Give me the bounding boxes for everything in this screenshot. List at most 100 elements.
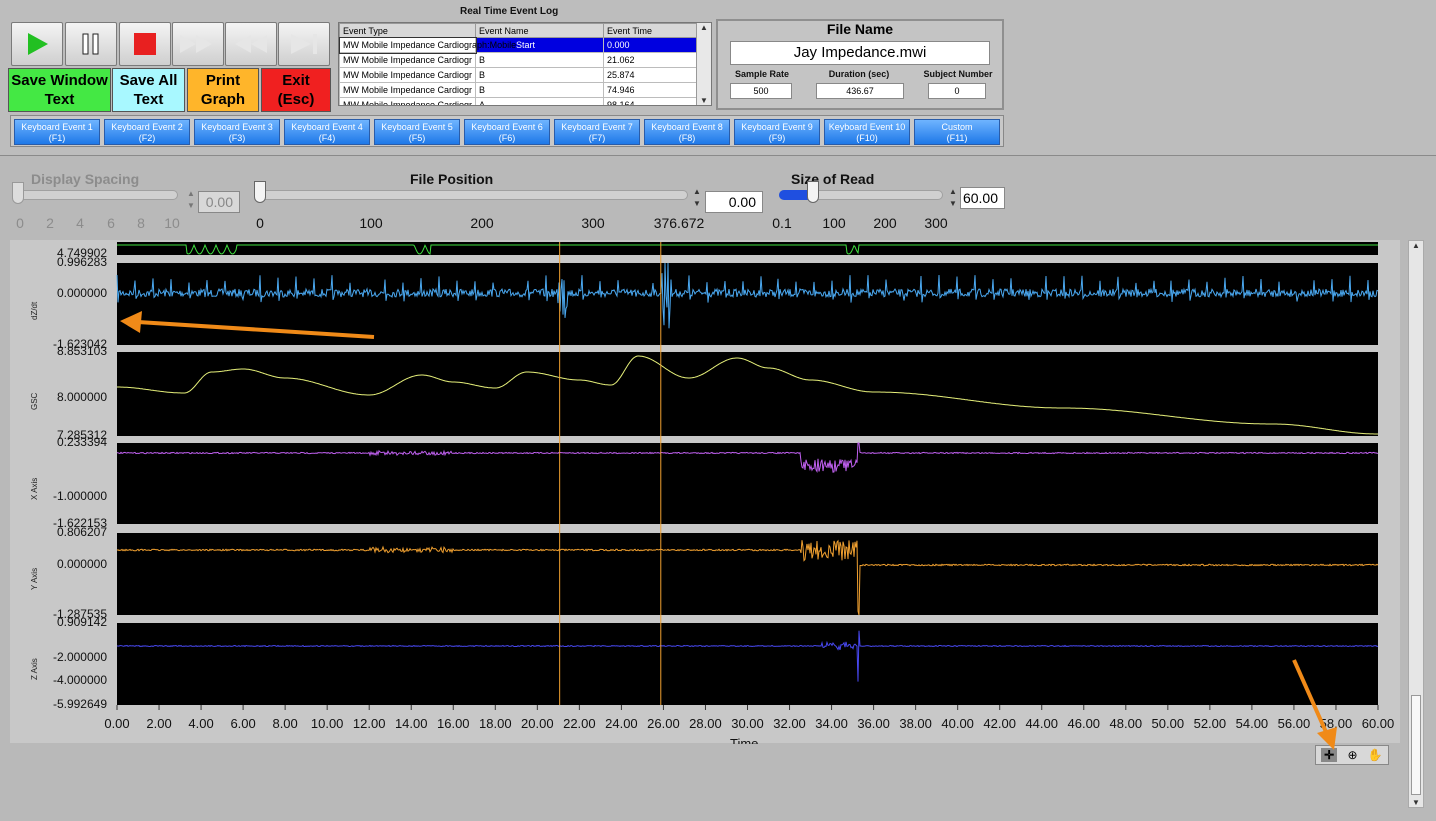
file-position-label: File Position	[410, 171, 494, 187]
x-axis-label: Time	[730, 736, 759, 744]
x-tick-label: 48.00	[1109, 716, 1143, 731]
plot-area[interactable]	[117, 263, 1378, 345]
file-position-thumb[interactable]	[254, 181, 266, 203]
size-of-read-spinner[interactable]: ▲ ▼	[949, 187, 957, 208]
stop-icon	[134, 33, 156, 55]
save-all-text-button[interactable]: Save All Text	[112, 68, 185, 112]
plot-area[interactable]	[117, 352, 1378, 436]
y-tick-label: -4.000000	[52, 673, 107, 688]
x-tick-label: 28.00	[689, 716, 722, 731]
keyboard-event-1-button[interactable]: Keyboard Event 1 (F1)	[14, 119, 100, 145]
play-icon	[28, 33, 48, 55]
event-log-scrollbar[interactable]: ▲ ▼	[696, 23, 711, 105]
rewind-button[interactable]	[225, 22, 277, 66]
size-of-read-value[interactable]: 60.00	[960, 187, 1005, 209]
event-type-cell[interactable]: MW Mobile Impedance Cardiograph:Mobile	[339, 36, 516, 54]
keyboard-event-9-button[interactable]: Keyboard Event 9 (F9)	[734, 119, 820, 145]
x-tick-label: 16.00	[436, 716, 470, 731]
display-spacing-thumb[interactable]	[12, 182, 24, 204]
tick-label: 2	[46, 215, 54, 231]
skip-end-icon	[291, 34, 317, 54]
zoom-icon[interactable]: ⊕	[1347, 748, 1358, 762]
scroll-down-icon[interactable]: ▼	[700, 96, 708, 105]
keyboard-event-6-button[interactable]: Keyboard Event 6 (F6)	[464, 119, 550, 145]
table-row[interactable]: MW Mobile Impedance Cardiogr B 21.062	[339, 52, 698, 68]
y-tick-label: -2.000000	[52, 649, 107, 664]
x-tick-label: 60.00	[1361, 716, 1395, 731]
series-line-dz-dt	[116, 262, 1379, 329]
plot-area[interactable]	[117, 623, 1378, 705]
graph-scrollbar[interactable]: ▲ ▼	[1408, 240, 1424, 808]
x-tick-label: 56.00	[1277, 716, 1311, 731]
display-spacing-spinner[interactable]: ▲ ▼	[187, 189, 195, 210]
plot-area[interactable]	[117, 443, 1378, 524]
duration-field[interactable]: 436.67	[816, 83, 904, 99]
exit-button[interactable]: Exit (Esc)	[261, 68, 331, 112]
x-tick-label: 58.00	[1319, 716, 1353, 731]
subject-number-field[interactable]: 0	[928, 83, 986, 99]
keyboard-event-4-button[interactable]: Keyboard Event 4 (F4)	[284, 119, 370, 145]
print-graph-button[interactable]: Print Graph	[187, 68, 259, 112]
event-name-cell[interactable]: Start	[475, 37, 604, 53]
event-log-table[interactable]: Event Type Event Name Event Time MW Mobi…	[338, 22, 712, 106]
tick-label: 300	[581, 215, 605, 231]
keyboard-event-2-button[interactable]: Keyboard Event 2 (F2)	[104, 119, 190, 145]
y-tick-label: 7.285312	[56, 428, 107, 442]
scroll-up-icon[interactable]: ▲	[700, 23, 708, 32]
x-tick-label: 46.00	[1067, 716, 1101, 731]
x-tick-label: 20.00	[521, 716, 554, 731]
file-name-field[interactable]: Jay Impedance.mwi	[730, 41, 990, 65]
y-tick-label: 0.909142	[56, 615, 107, 629]
file-position-spinner[interactable]: ▲ ▼	[693, 187, 701, 208]
x-tick-label: 8.00	[272, 716, 298, 731]
display-spacing-value[interactable]: 0.00	[198, 191, 240, 213]
save-window-text-button[interactable]: Save Window Text	[8, 68, 111, 112]
x-tick-label: 36.00	[857, 716, 890, 731]
scroll-thumb[interactable]	[1411, 695, 1421, 795]
series-line-y-axis	[116, 539, 1379, 616]
skip-end-button[interactable]	[278, 22, 330, 66]
keyboard-event-10-button[interactable]: Keyboard Event 10 (F10)	[824, 119, 910, 145]
x-tick-label: 40.00	[941, 716, 974, 731]
table-row[interactable]: MW Mobile Impedance Cardiogr A 98.164	[339, 97, 698, 105]
fast-forward-button[interactable]	[172, 22, 224, 66]
sample-rate-field[interactable]: 500	[730, 83, 792, 99]
keyboard-event-5-button[interactable]: Keyboard Event 5 (F5)	[374, 119, 460, 145]
scroll-up-icon[interactable]: ▲	[1412, 241, 1420, 250]
file-info-panel: File Name Jay Impedance.mwi Sample Rate …	[716, 19, 1004, 110]
pause-icon	[82, 33, 99, 55]
keyboard-event-bar: Keyboard Event 1 (F1) Keyboard Event 2 (…	[10, 115, 1004, 147]
x-tick-label: 22.00	[563, 716, 596, 731]
file-name-title: File Name	[826, 21, 894, 37]
file-position-value[interactable]: 0.00	[705, 191, 763, 213]
keyboard-event-7-button[interactable]: Keyboard Event 7 (F7)	[554, 119, 640, 145]
y-tick-label: -1.000000	[52, 488, 107, 503]
keyboard-event-8-button[interactable]: Keyboard Event 8 (F8)	[644, 119, 730, 145]
tick-label: 10	[164, 215, 180, 231]
tick-label: 100	[822, 215, 846, 231]
size-of-read-thumb[interactable]	[807, 181, 819, 203]
y-tick-label: 0.806207	[56, 525, 107, 539]
y-tick-label: 0.996283	[56, 255, 107, 269]
stop-button[interactable]	[119, 22, 171, 66]
event-time-cell[interactable]: 0.000	[603, 37, 698, 53]
x-tick-label: 18.00	[479, 716, 512, 731]
table-row[interactable]: MW Mobile Impedance Cardiograph:Mobile S…	[339, 36, 698, 54]
table-row[interactable]: MW Mobile Impedance Cardiogr B 74.946	[339, 82, 698, 98]
keyboard-event-3-button[interactable]: Keyboard Event 3 (F3)	[194, 119, 280, 145]
scroll-down-icon[interactable]: ▼	[1412, 798, 1420, 807]
plot-area[interactable]	[117, 533, 1378, 615]
y-tick-label: 0.233394	[56, 435, 107, 449]
tick-label: 100	[359, 215, 383, 231]
pause-button[interactable]	[65, 22, 117, 66]
hand-icon[interactable]: ✋	[1367, 748, 1383, 762]
crosshair-icon[interactable]: ✛	[1321, 748, 1338, 762]
tick-label: 200	[470, 215, 494, 231]
x-tick-label: 42.00	[983, 716, 1016, 731]
x-tick-label: 4.00	[188, 716, 214, 731]
x-tick-label: 52.00	[1193, 716, 1227, 731]
x-tick-label: 32.00	[773, 716, 806, 731]
play-button[interactable]	[11, 22, 63, 66]
custom-event-button[interactable]: Custom (F11)	[914, 119, 1000, 145]
